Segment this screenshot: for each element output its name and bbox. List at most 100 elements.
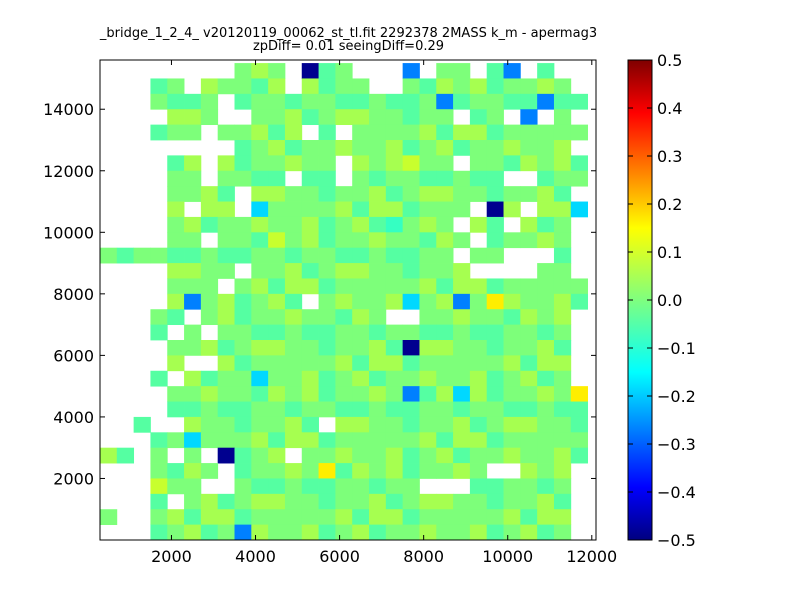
y-axis-ticks: 2000 4000 6000 8000 10000 12000 14000 [43, 100, 596, 488]
heatmap-cell [570, 293, 588, 310]
heatmap-cell [436, 278, 454, 295]
colorbar-tick-label: −0.5 [657, 531, 696, 550]
heatmap-cell [234, 524, 252, 541]
heatmap-cell [436, 216, 454, 233]
heatmap-cell [217, 447, 235, 464]
heatmap-cell [436, 263, 454, 279]
y-tick-label: 8000 [53, 285, 94, 304]
heatmap-cell [537, 63, 555, 79]
heatmap-cell [537, 93, 555, 110]
heatmap-cell [184, 509, 202, 526]
heatmap-cell [369, 416, 387, 433]
heatmap-cell [167, 170, 185, 187]
heatmap-cell [318, 140, 336, 156]
heatmap-cell [402, 432, 420, 449]
heatmap-cell [436, 109, 454, 126]
heatmap-cell [453, 140, 471, 156]
heatmap-cell [436, 386, 454, 402]
heatmap-cell [150, 124, 168, 141]
heatmap-cell [318, 293, 336, 310]
heatmap-cell [369, 509, 387, 526]
heatmap-cell [436, 186, 454, 202]
heatmap-cell [200, 78, 219, 95]
heatmap-cell [284, 232, 303, 249]
heatmap-cell [268, 155, 286, 172]
heatmap-cell [503, 63, 521, 79]
heatmap-cell [385, 232, 404, 249]
heatmap-cell [537, 140, 555, 156]
heatmap-cell [100, 247, 118, 264]
heatmap-cell [352, 170, 370, 187]
heatmap-cell [200, 247, 219, 264]
heatmap-cell [537, 263, 555, 279]
heatmap-cell [268, 109, 286, 126]
heatmap-cell [335, 463, 353, 479]
heatmap-cell [301, 416, 319, 433]
heatmap-cell [251, 216, 269, 233]
heatmap-cell [486, 109, 504, 126]
heatmap-cell [352, 232, 370, 249]
heatmap-cell [385, 370, 404, 387]
heatmap-cell [268, 263, 286, 279]
heatmap-cell [537, 309, 555, 326]
heatmap-cell [234, 386, 252, 402]
heatmap-cell [184, 232, 202, 249]
heatmap-cell [352, 247, 370, 264]
heatmap-cell [318, 201, 336, 218]
heatmap-cell [486, 324, 504, 341]
heatmap-cell [335, 309, 353, 326]
heatmap-cell [200, 293, 219, 310]
heatmap-cell [553, 478, 572, 495]
heatmap-cell [301, 324, 319, 341]
heatmap-cell [486, 416, 504, 433]
heatmap-cell [318, 155, 336, 172]
heatmap-cell [419, 355, 437, 372]
heatmap-cell [570, 447, 588, 464]
heatmap-cell [284, 216, 303, 233]
heatmap-cell [503, 432, 521, 449]
heatmap-cell [553, 355, 572, 372]
heatmap-cell [268, 478, 286, 495]
heatmap-cell [251, 309, 269, 326]
heatmap-cell [234, 247, 252, 264]
heatmap-cell [234, 293, 252, 310]
heatmap-cell [503, 293, 521, 310]
y-tick-label: 12000 [43, 162, 94, 181]
heatmap-cell [402, 463, 420, 479]
heatmap-cell [553, 416, 572, 433]
heatmap-cell [402, 447, 420, 464]
heatmap-cell [469, 109, 488, 126]
heatmap-cell [167, 524, 185, 541]
heatmap-cell [200, 309, 219, 326]
heatmap-cell [150, 478, 168, 495]
heatmap-cell [217, 170, 235, 187]
heatmap-cell [520, 186, 538, 202]
heatmap-cell [352, 216, 370, 233]
heatmap-cell [217, 509, 235, 526]
heatmap-cell [436, 232, 454, 249]
heatmap-cell [453, 509, 471, 526]
y-tick-label: 4000 [53, 408, 94, 427]
heatmap-cell [150, 247, 168, 264]
heatmap-cell [486, 386, 504, 402]
heatmap-cell [251, 509, 269, 526]
heatmap-cell [200, 370, 219, 387]
heatmap-cell [436, 247, 454, 264]
heatmap-cell [301, 232, 319, 249]
heatmap-cell [268, 493, 286, 510]
heatmap-cell [251, 432, 269, 449]
heatmap-cell [453, 324, 471, 341]
heatmap-cell [369, 447, 387, 464]
heatmap-cell [352, 509, 370, 526]
heatmap-cell [537, 493, 555, 510]
heatmap-cell [352, 340, 370, 356]
heatmap-cell [284, 370, 303, 387]
heatmap-cell [150, 432, 168, 449]
heatmap-cell [503, 324, 521, 341]
heatmap-cell [217, 155, 235, 172]
heatmap-cell [486, 524, 504, 541]
heatmap-cell [200, 386, 219, 402]
heatmap-cell [217, 247, 235, 264]
heatmap-cell [217, 216, 235, 233]
heatmap-cell [251, 140, 269, 156]
